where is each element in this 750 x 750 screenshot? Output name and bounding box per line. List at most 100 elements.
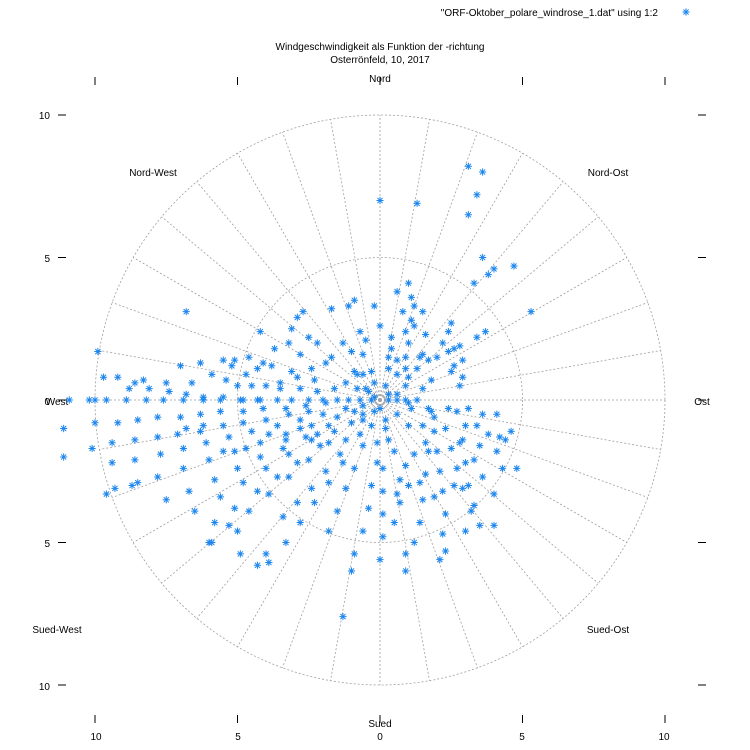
data-point [478, 168, 487, 176]
data-point [350, 296, 359, 304]
data-point [350, 464, 359, 473]
data-point [265, 558, 273, 567]
data-point [268, 362, 276, 370]
data-point [131, 379, 139, 387]
data-point [464, 162, 473, 170]
data-point [199, 396, 207, 404]
data-point [307, 364, 316, 373]
data-point [287, 325, 296, 333]
data-point [191, 507, 199, 515]
data-point [476, 441, 484, 450]
data-point [59, 453, 68, 461]
data-point [333, 413, 341, 421]
angular-gridline [379, 399, 648, 498]
data-point [131, 456, 139, 464]
data-point [367, 396, 376, 404]
data-point [353, 370, 361, 379]
data-point [413, 199, 421, 208]
data-point [285, 410, 293, 418]
data-point [344, 302, 353, 310]
data-point [441, 510, 450, 518]
data-point [259, 359, 267, 367]
angular-gridline [379, 132, 478, 401]
data-point [456, 342, 464, 350]
y-tick-label: 10 [39, 682, 51, 693]
data-point [404, 421, 413, 430]
data-point [384, 353, 393, 361]
data-point [339, 339, 347, 347]
data-point [410, 302, 418, 310]
data-points [59, 162, 535, 621]
data-point [379, 533, 387, 541]
data-point [356, 396, 364, 404]
data-point [216, 493, 225, 501]
data-point [353, 384, 361, 393]
data-point [85, 396, 93, 404]
data-point [441, 547, 450, 555]
data-point [228, 362, 236, 370]
data-point [285, 450, 293, 458]
data-point [373, 439, 381, 447]
data-point [461, 421, 470, 430]
data-point [496, 433, 504, 441]
data-point [319, 410, 327, 418]
angular-gridline [132, 399, 381, 543]
data-point [293, 459, 302, 467]
chart-title: Windgeschwindigkeit als Funktion der -ri… [276, 42, 485, 53]
data-point [421, 439, 430, 447]
data-point [91, 419, 99, 427]
data-point [419, 307, 427, 316]
data-point [347, 347, 356, 356]
data-point [461, 527, 470, 535]
x-tick-label: 0 [377, 732, 383, 743]
data-point [501, 436, 510, 444]
data-point [453, 464, 461, 473]
data-point [493, 410, 501, 418]
data-point [305, 333, 313, 341]
data-point [156, 450, 165, 458]
data-point [287, 367, 296, 376]
data-point [222, 376, 230, 384]
data-point [325, 421, 333, 430]
data-point [279, 513, 287, 521]
angular-gridline [379, 181, 564, 401]
radial-circle [237, 257, 523, 543]
data-point [384, 396, 393, 404]
data-point [419, 350, 427, 359]
angular-gridline [112, 302, 381, 401]
data-point [165, 387, 173, 396]
angular-gridline [379, 399, 628, 543]
data-point [373, 459, 381, 467]
data-point [313, 430, 321, 438]
data-point [179, 396, 188, 404]
data-point [401, 461, 410, 470]
data-point [296, 416, 304, 424]
data-point [176, 362, 185, 370]
data-point [216, 407, 225, 416]
data-point [424, 404, 433, 413]
data-point [410, 322, 418, 330]
data-point [379, 510, 387, 518]
data-point [513, 464, 521, 473]
data-point [111, 484, 119, 493]
data-point [467, 507, 475, 515]
data-point [219, 447, 227, 455]
data-point [211, 476, 219, 484]
data-point [370, 407, 378, 416]
data-point [370, 302, 378, 310]
data-point [393, 288, 401, 296]
data-point [350, 407, 359, 416]
data-point [350, 367, 359, 376]
data-point [384, 436, 393, 444]
data-point [159, 396, 168, 404]
data-point [447, 319, 455, 327]
angular-gridline [196, 399, 381, 619]
angular-gridline [237, 152, 381, 401]
data-point [114, 373, 122, 381]
data-point [476, 521, 484, 530]
legend-marker [682, 8, 690, 16]
direction-label-northwest: Nord-West [129, 168, 177, 179]
data-point [367, 481, 376, 490]
data-point [325, 527, 333, 535]
data-point [376, 196, 384, 205]
